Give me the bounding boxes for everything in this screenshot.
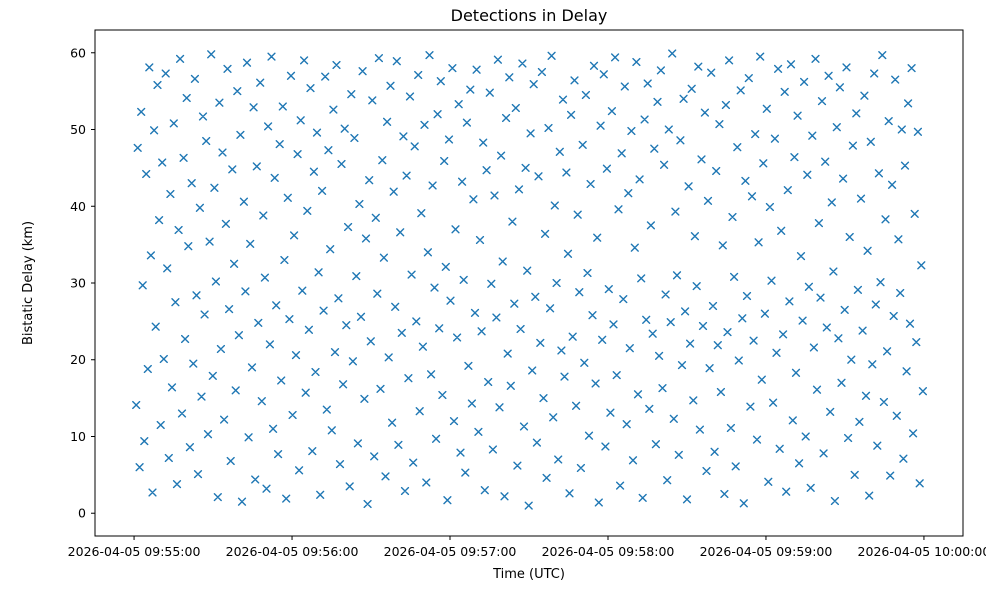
y-tick-label: 10 — [70, 429, 86, 444]
chart-title: Detections in Delay — [451, 6, 608, 25]
y-tick-label: 50 — [70, 122, 86, 137]
y-axis-ticks: 0 10 20 30 40 50 60 — [70, 45, 95, 521]
x-tick-label: 2026-04-05 09:59:00 — [700, 544, 833, 559]
y-tick-label: 0 — [78, 506, 86, 521]
scatter-point-markers — [132, 49, 927, 510]
y-tick-label: 20 — [70, 352, 86, 367]
y-tick-label: 30 — [70, 276, 86, 291]
x-tick-label: 2026-04-05 10:00:00 — [858, 544, 986, 559]
y-tick-label: 60 — [70, 45, 86, 60]
x-tick-label: 2026-04-05 09:55:00 — [68, 544, 201, 559]
x-tick-label: 2026-04-05 09:56:00 — [226, 544, 359, 559]
y-axis-label: Bistatic Delay (km) — [21, 221, 36, 345]
x-tick-label: 2026-04-05 09:58:00 — [542, 544, 675, 559]
plot-area-frame — [94, 29, 964, 537]
x-axis-label: Time (UTC) — [492, 567, 565, 582]
x-axis-ticks: 2026-04-05 09:55:00 2026-04-05 09:56:00 20… — [68, 536, 986, 559]
scatter-points — [132, 49, 927, 510]
y-tick-label: 40 — [70, 199, 86, 214]
x-tick-label: 2026-04-05 09:57:00 — [384, 544, 517, 559]
